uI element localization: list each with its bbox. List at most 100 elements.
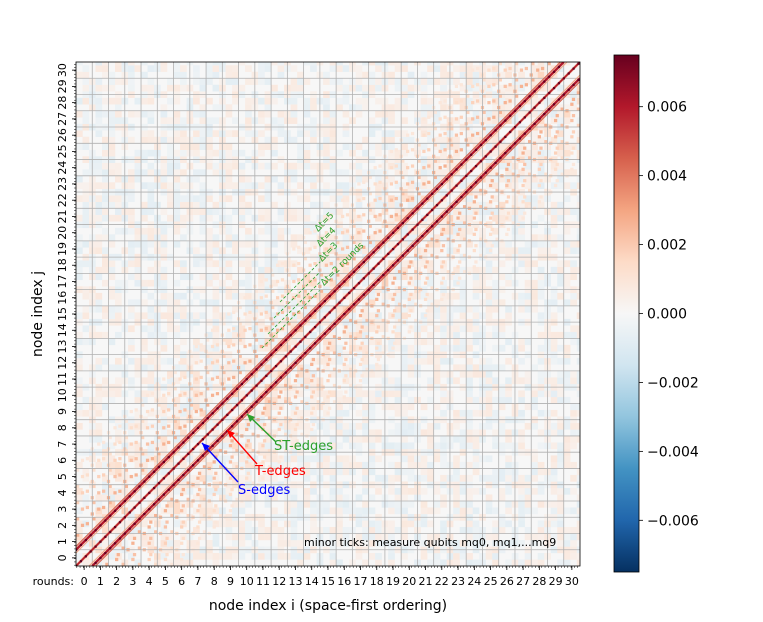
heatmap-cell [401, 208, 405, 212]
heatmap-cell [514, 62, 519, 66]
heatmap-cell [485, 390, 493, 398]
heatmap-cell [76, 71, 83, 79]
heatmap-cell [394, 487, 402, 495]
heatmap-cell [108, 552, 116, 560]
heatmap-cell [422, 166, 426, 170]
heatmap-cell [362, 62, 369, 66]
heatmap-cell [303, 468, 311, 476]
heatmap-cell [173, 240, 181, 248]
heatmap-cell [108, 468, 116, 476]
heatmap-cell [193, 143, 200, 150]
heatmap-cell [570, 487, 577, 495]
heatmap-cell [167, 390, 174, 398]
heatmap-cell [505, 559, 512, 566]
heatmap-cell [214, 487, 218, 492]
heatmap-cell [212, 149, 220, 157]
heatmap-cell [212, 552, 220, 560]
heatmap-cell [264, 455, 272, 463]
heatmap-cell [462, 237, 467, 241]
heatmap-cell [503, 84, 507, 89]
heatmap-cell [280, 294, 285, 298]
heatmap-cell [420, 325, 428, 333]
heatmap-cell [186, 497, 190, 501]
heatmap-cell [563, 227, 571, 235]
heatmap-cell [193, 247, 200, 255]
heatmap-cell [459, 115, 463, 119]
heatmap-cell [531, 487, 538, 495]
heatmap-cell [108, 266, 116, 274]
heatmap-cell [303, 305, 311, 313]
heatmap-cell [388, 214, 395, 222]
heatmap-cell [115, 97, 122, 105]
heatmap-cell [394, 169, 402, 177]
heatmap-cell [368, 396, 376, 404]
heatmap-cell [141, 435, 145, 440]
heatmap-cell [357, 198, 361, 202]
heatmap-cell [206, 149, 213, 157]
heatmap-cell [433, 127, 437, 131]
heatmap-cell [137, 546, 142, 550]
heatmap-cell [206, 162, 213, 170]
heatmap-cell [145, 442, 150, 446]
heatmap-cell [238, 500, 246, 508]
heatmap-cell [362, 104, 369, 111]
heatmap-cell [141, 533, 148, 541]
heatmap-cell [407, 136, 415, 144]
heatmap-cell [232, 520, 239, 528]
heatmap-cell [401, 403, 408, 411]
heatmap-cell [375, 362, 379, 367]
heatmap-cell [537, 195, 545, 203]
heatmap-cell [410, 196, 415, 201]
heatmap-cell [293, 379, 298, 383]
heatmap-cell [459, 143, 467, 150]
heatmap-cell [459, 299, 467, 307]
heatmap-cell [368, 292, 376, 300]
heatmap-cell [342, 533, 350, 541]
heatmap-cell [368, 240, 376, 248]
heatmap-cell [197, 471, 202, 475]
heatmap-cell [193, 292, 200, 300]
heatmap-cell [527, 156, 532, 160]
heatmap-cell [472, 232, 476, 236]
heatmap-cell [303, 338, 311, 346]
heatmap-cell [264, 338, 272, 346]
heatmap-cell [134, 390, 142, 398]
heatmap-cell [199, 344, 207, 352]
heatmap-cell [557, 539, 564, 547]
heatmap-cell [147, 65, 155, 72]
heatmap-cell [310, 427, 314, 432]
heatmap-cell [378, 229, 382, 233]
heatmap-cell [295, 374, 299, 378]
heatmap-cell [80, 507, 85, 511]
heatmap-cell [570, 151, 574, 155]
heatmap-cell [479, 237, 483, 241]
heatmap-cell [407, 260, 415, 268]
heatmap-cell [245, 487, 252, 495]
heatmap-cell [167, 169, 174, 177]
heatmap-cell [128, 169, 135, 177]
heatmap-cell [492, 507, 499, 515]
heatmap-cell [462, 205, 467, 209]
heatmap-cell [80, 491, 85, 495]
heatmap-cell [102, 279, 109, 287]
heatmap-cell [456, 281, 460, 285]
heatmap-cell [303, 494, 311, 502]
heatmap-cell [199, 201, 207, 209]
heatmap-cell [277, 182, 285, 190]
heatmap-cell [258, 149, 265, 157]
heatmap-cell [180, 487, 187, 495]
heatmap-cell [557, 494, 564, 502]
heatmap-cell [160, 357, 168, 365]
heatmap-cell [180, 273, 187, 281]
heatmap-cell [147, 117, 155, 124]
heatmap-cell [264, 344, 272, 352]
heatmap-cell [563, 260, 571, 268]
heatmap-cell [118, 489, 122, 493]
heatmap-cell [357, 214, 361, 219]
heatmap-cell [498, 539, 506, 547]
heatmap-cell [440, 266, 447, 274]
heatmap-cell [102, 175, 109, 183]
heatmap-cell [518, 260, 525, 268]
heatmap-cell [134, 357, 142, 365]
heatmap-cell [560, 140, 564, 144]
